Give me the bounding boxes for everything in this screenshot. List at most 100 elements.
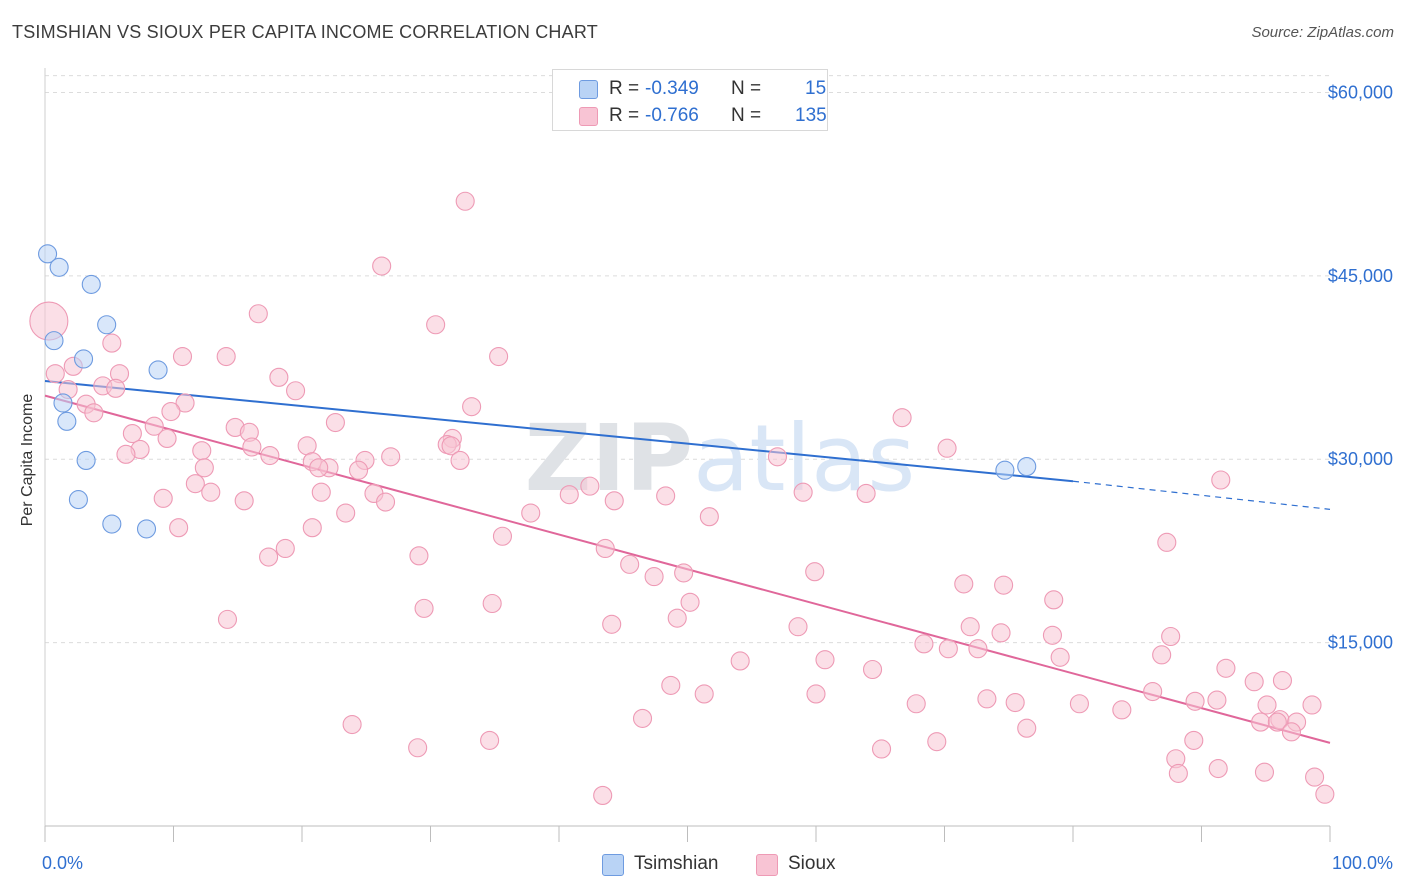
sioux-point: [937, 438, 957, 458]
sioux-point: [938, 639, 958, 659]
tsimshian-legend-label: Tsimshian: [634, 853, 719, 874]
sioux-point: [116, 444, 136, 464]
sioux-point: [381, 447, 401, 467]
r-label: R =: [609, 105, 640, 126]
sioux-point: [1254, 762, 1275, 782]
sioux-point: [977, 689, 997, 709]
tsimshian-point: [38, 244, 58, 264]
sioux-point: [1211, 470, 1231, 490]
sioux-point: [269, 367, 289, 387]
sioux-point: [1281, 722, 1301, 742]
sioux-point: [480, 730, 500, 750]
sioux-point: [892, 408, 912, 428]
sioux-point: [426, 315, 446, 335]
sioux-point: [348, 460, 369, 480]
sioux-point: [375, 492, 396, 512]
sioux-point: [1143, 681, 1163, 702]
sioux-point: [455, 191, 475, 211]
sioux-point: [1112, 700, 1132, 720]
r-label: R =: [609, 78, 640, 99]
sioux-point: [632, 708, 653, 728]
sioux-point: [201, 482, 221, 502]
sioux-point: [217, 609, 238, 629]
correlation-legend: R = -0.349 N = 15 R = -0.766 N = 135: [552, 69, 828, 131]
sioux-point: [644, 567, 664, 587]
sioux-point: [169, 518, 189, 538]
sioux-point: [1257, 695, 1277, 715]
sioux-point: [259, 547, 279, 567]
sioux-point: [122, 424, 142, 444]
tsimshian-point: [57, 411, 77, 431]
sioux-point: [521, 503, 541, 523]
tsimshian-n-value: 15: [805, 78, 827, 99]
y-tick-label: $60,000: [1328, 82, 1393, 102]
sioux-point: [1161, 626, 1181, 647]
sioux-point: [661, 675, 681, 695]
tsimshian-swatch: [579, 80, 598, 99]
sioux-point: [462, 397, 482, 417]
sioux-swatch: [579, 107, 598, 126]
sioux-point: [1184, 730, 1204, 750]
sioux-point: [302, 518, 322, 538]
chart-title: TSIMSHIAN VS SIOUX PER CAPITA INCOME COR…: [12, 22, 598, 42]
tsimshian-point: [995, 460, 1015, 480]
sioux-point: [275, 538, 295, 559]
sioux-point: [172, 346, 193, 367]
tsimshian-point: [74, 349, 94, 369]
sioux-point: [234, 491, 254, 511]
sioux-point: [242, 437, 262, 457]
tsimshian-point: [102, 514, 122, 534]
tsimshian-point: [76, 450, 96, 470]
sioux-point: [994, 575, 1014, 595]
source-label: Source: ZipAtlas.com: [1251, 24, 1394, 41]
sioux-point: [1208, 758, 1228, 779]
sioux-legend-label: Sioux: [788, 853, 836, 874]
data-points: [29, 191, 1335, 805]
tsimshian-point: [97, 315, 117, 335]
sioux-point: [1069, 694, 1089, 714]
x-tick-label-start: 0.0%: [42, 853, 83, 873]
sioux-point: [1185, 691, 1205, 711]
tsimshian-trend-line: [44, 379, 1074, 483]
sioux-point: [336, 503, 356, 523]
sioux-point: [185, 474, 205, 494]
sioux-point: [960, 617, 980, 637]
sioux-point: [1157, 532, 1177, 552]
sioux-point: [153, 488, 173, 508]
sioux-point: [1267, 712, 1287, 732]
sioux-point: [1042, 625, 1062, 645]
sioux-point: [1244, 672, 1264, 692]
tsimshian-point: [148, 360, 168, 380]
tsimshian-r-value: -0.349: [645, 78, 699, 99]
sioux-point: [194, 458, 214, 478]
sioux-point: [492, 526, 513, 546]
sioux-point: [674, 563, 694, 583]
watermark: ZIPatlas: [525, 405, 916, 512]
tsimshian-legend-swatch: [602, 854, 624, 876]
tsimshian-point: [136, 519, 157, 539]
sioux-point: [602, 614, 622, 634]
sioux-point: [192, 441, 212, 461]
sioux-point: [102, 333, 122, 353]
sioux-point: [482, 593, 502, 614]
tsimshian-trend-extension: [1072, 480, 1331, 510]
sioux-point: [862, 659, 883, 680]
sioux-point: [1315, 784, 1335, 804]
sioux-point: [580, 476, 600, 496]
sioux-point: [260, 446, 280, 466]
y-tick-label: $30,000: [1328, 449, 1393, 469]
sioux-point: [927, 732, 947, 752]
sioux-point: [805, 562, 825, 582]
sioux-point: [991, 623, 1011, 643]
sioux-point: [216, 346, 236, 367]
sioux-point: [694, 684, 714, 704]
tsimshian-point: [68, 490, 88, 510]
sioux-point: [680, 592, 700, 612]
sioux-point: [414, 598, 434, 618]
sioux-point: [699, 507, 719, 527]
sioux-point: [806, 684, 826, 704]
axes: [44, 68, 1331, 842]
sioux-point: [871, 739, 892, 759]
n-label: N =: [731, 105, 762, 126]
sioux-point: [450, 450, 470, 470]
